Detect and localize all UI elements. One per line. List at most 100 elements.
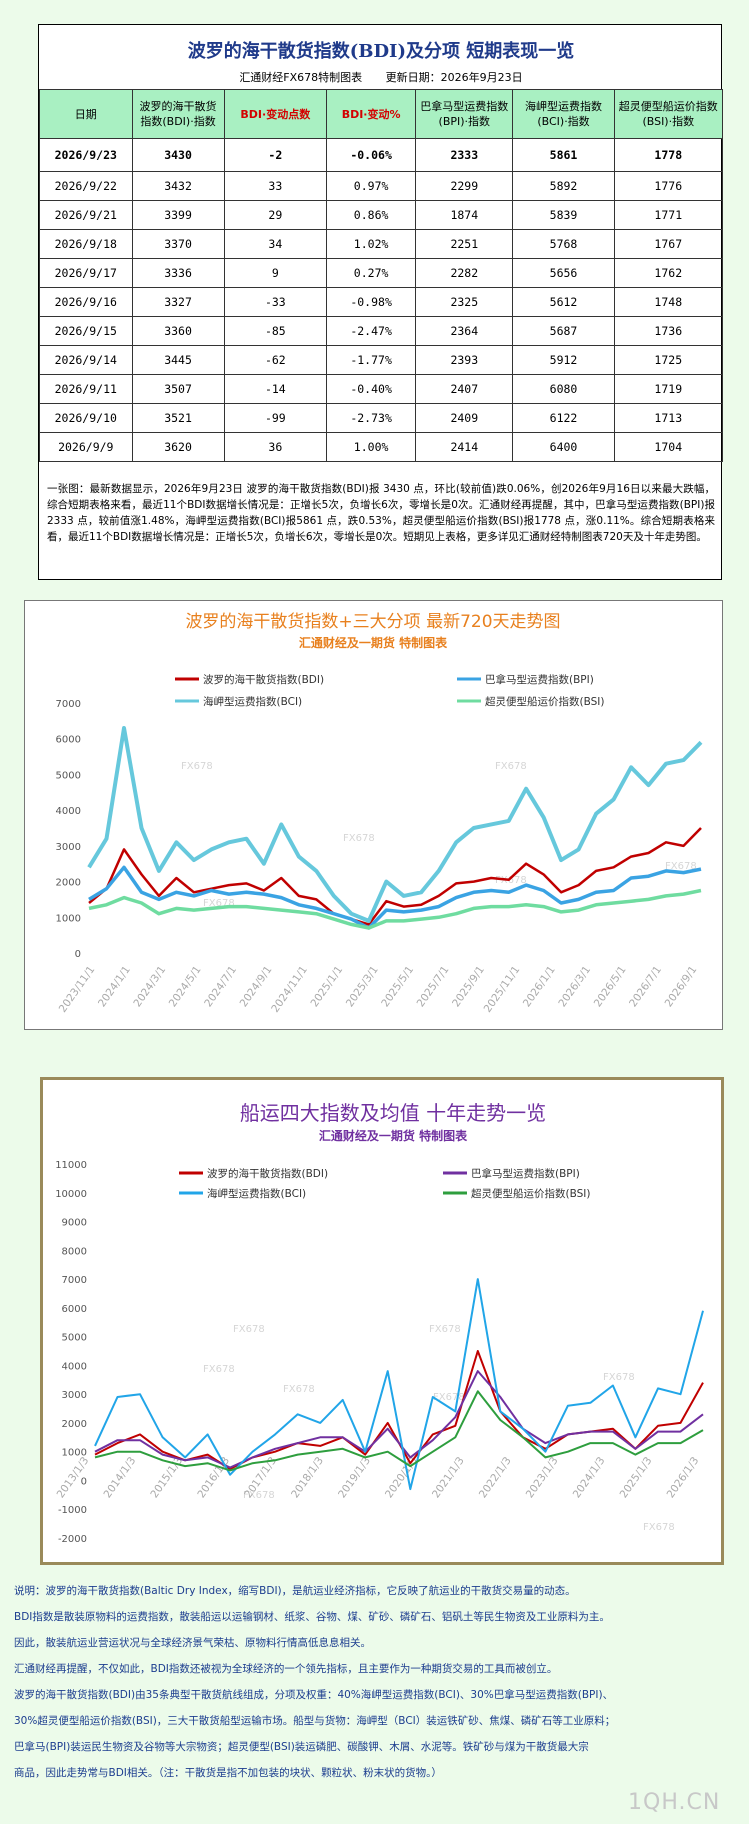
chart-720-day-panel: 波罗的海干散货指数+三大分项 最新720天走势图汇通财经及一期货 特制图表 FX6… bbox=[24, 600, 723, 1030]
x-tick-label: 2026/5/1 bbox=[592, 964, 629, 1010]
y-tick-label: 10000 bbox=[55, 1189, 87, 1200]
chart-title: 波罗的海干散货指数+三大分项 最新720天走势图 bbox=[185, 612, 560, 632]
table-summary-note: 一张图：最新数据显示，2026年9月23日 波罗的海干散货指数(BDI)报 34… bbox=[47, 483, 715, 543]
cell-date: 2026/9/14 bbox=[39, 345, 133, 375]
y-tick-label: 5000 bbox=[56, 770, 81, 781]
chart-subtitle: 汇通财经及一期货 特制图表 bbox=[319, 1128, 468, 1143]
table-row: 2026/9/18 3370 34 1.02% 2251 5768 1767 bbox=[39, 229, 724, 259]
cell-bdi-change: -85 bbox=[223, 316, 328, 346]
explanation-notes: 说明：波罗的海干散货指数(Baltic Dry Index，缩写BDI)，是航运… bbox=[14, 1578, 714, 1786]
cell-bdi: 3360 bbox=[131, 316, 225, 346]
table-row: 2026/9/23 3430 -2 -0.06% 2333 5861 1778 bbox=[39, 138, 724, 172]
x-tick-label: 2024/1/3 bbox=[571, 1455, 608, 1501]
y-tick-label: 7000 bbox=[56, 699, 81, 710]
x-tick-label: 2023/11/1 bbox=[57, 964, 98, 1015]
legend-label: 超灵便型船运价指数(BSI) bbox=[471, 1187, 590, 1200]
header-bdi-change: BDI·变动点数 bbox=[223, 89, 328, 139]
table-row: 2026/9/15 3360 -85 -2.47% 2364 5687 1736 bbox=[39, 316, 724, 346]
watermark-label: FX678 bbox=[181, 761, 213, 772]
cell-bsi: 1725 bbox=[613, 345, 724, 375]
cell-date: 2026/9/21 bbox=[39, 200, 133, 230]
note-line: 巴拿马(BPI)装运民生物资及谷物等大宗物资；超灵便型(BSI)装运磷肥、碳酸钾… bbox=[14, 1741, 589, 1753]
cell-bsi: 1776 bbox=[613, 171, 724, 201]
x-tick-label: 2021/1/3 bbox=[430, 1455, 467, 1501]
y-tick-label: 1000 bbox=[56, 913, 81, 924]
y-tick-label: 11000 bbox=[55, 1160, 87, 1171]
header-bdi-change-pct: BDI·变动% bbox=[326, 89, 417, 139]
cell-bdi-change: -2 bbox=[223, 138, 328, 172]
watermark-label: FX678 bbox=[603, 1372, 635, 1383]
series-line bbox=[94, 1278, 704, 1491]
watermark-label: FX678 bbox=[233, 1324, 265, 1335]
cell-bsi: 1748 bbox=[613, 287, 724, 317]
cell-bdi: 3336 bbox=[131, 258, 225, 288]
cell-bdi-change: -14 bbox=[223, 374, 328, 404]
x-tick-label: 2025/9/1 bbox=[450, 964, 487, 1010]
cell-bdi-change: 33 bbox=[223, 171, 328, 201]
cell-bsi: 1704 bbox=[613, 432, 724, 462]
y-tick-label: 0 bbox=[81, 1476, 87, 1487]
cell-bci: 6400 bbox=[512, 432, 615, 462]
legend-label: 海岬型运费指数(BCI) bbox=[203, 695, 302, 708]
x-tick-label: 2023/1/3 bbox=[524, 1455, 561, 1501]
cell-bdi-change-pct: -0.98% bbox=[326, 287, 417, 317]
x-tick-label: 2024/3/1 bbox=[131, 964, 168, 1010]
cell-bci: 5687 bbox=[512, 316, 615, 346]
cell-bdi-change-pct: 1.02% bbox=[326, 229, 417, 259]
table-row: 2026/9/9 3620 36 1.00% 2414 6400 1704 bbox=[39, 432, 724, 462]
y-tick-label: 4000 bbox=[62, 1361, 87, 1372]
note-line: 商品，因此走势常与BDI相关。（注：干散货是指不加包装的块状、颗粒状、粉末状的货… bbox=[14, 1767, 442, 1779]
cell-bsi: 1778 bbox=[613, 138, 724, 172]
y-tick-label: 2000 bbox=[62, 1419, 87, 1430]
cell-bdi-change-pct: -1.77% bbox=[326, 345, 417, 375]
chart-subtitle: 汇通财经及一期货 特制图表 bbox=[299, 635, 448, 650]
cell-bdi-change-pct: 1.00% bbox=[326, 432, 417, 462]
y-tick-label: -2000 bbox=[58, 1534, 87, 1545]
x-tick-label: 2024/9/1 bbox=[238, 964, 275, 1010]
cell-bdi: 3445 bbox=[131, 345, 225, 375]
cell-bci: 5839 bbox=[512, 200, 615, 230]
y-tick-label: 3000 bbox=[56, 842, 81, 853]
x-tick-label: 2025/5/1 bbox=[379, 964, 416, 1010]
cell-bpi: 2414 bbox=[415, 432, 514, 462]
x-tick-label: 2020/1/3 bbox=[383, 1455, 420, 1501]
cell-date: 2026/9/23 bbox=[39, 138, 133, 172]
watermark-label: FX678 bbox=[283, 1384, 315, 1395]
y-tick-label: 7000 bbox=[62, 1275, 87, 1286]
legend-label: 超灵便型船运价指数(BSI) bbox=[485, 695, 604, 708]
x-tick-label: 2025/1/1 bbox=[308, 964, 345, 1010]
series-line bbox=[88, 827, 702, 926]
table-row: 2026/9/10 3521 -99 -2.73% 2409 6122 1713 bbox=[39, 403, 724, 433]
cell-bdi-change: 36 bbox=[223, 432, 328, 462]
note-line: 汇通财经再提醒，不仅如此，BDI指数还被视为全球经济的一个领先指标，且主要作为一… bbox=[14, 1663, 558, 1675]
table-row: 2026/9/16 3327 -33 -0.98% 2325 5612 1748 bbox=[39, 287, 724, 317]
cell-bsi: 1713 bbox=[613, 403, 724, 433]
y-tick-label: 4000 bbox=[56, 806, 81, 817]
table-title: 波罗的海干散货指数(BDI)及分项 短期表现一览 bbox=[187, 41, 575, 62]
cell-bci: 5912 bbox=[512, 345, 615, 375]
cell-bdi: 3521 bbox=[131, 403, 225, 433]
note-line: 波罗的海干散货指数(BDI)由35条典型干散货航线组成，分项及权重：40%海岬型… bbox=[14, 1689, 614, 1701]
cell-bci: 5892 bbox=[512, 171, 615, 201]
cell-bdi: 3620 bbox=[131, 432, 225, 462]
cell-bdi: 3432 bbox=[131, 171, 225, 201]
x-tick-label: 2026/9/1 bbox=[663, 964, 700, 1010]
note-line: 30%超灵便型船运价指数(BSI)，三大干散货船型运输市场。船型与货物：海岬型（… bbox=[14, 1715, 616, 1727]
cell-bpi: 2325 bbox=[415, 287, 514, 317]
cell-bdi-change: -62 bbox=[223, 345, 328, 375]
cell-bdi: 3399 bbox=[131, 200, 225, 230]
watermark-label: FX678 bbox=[429, 1324, 461, 1335]
cell-bci: 5861 bbox=[512, 138, 615, 172]
cell-bdi-change-pct: 0.27% bbox=[326, 258, 417, 288]
table-row: 2026/9/14 3445 -62 -1.77% 2393 5912 1725 bbox=[39, 345, 724, 375]
table-row: 2026/9/11 3507 -14 -0.40% 2407 6080 1719 bbox=[39, 374, 724, 404]
brand-watermark: 1QH.CN bbox=[628, 1790, 721, 1815]
note-line: 说明：波罗的海干散货指数(Baltic Dry Index，缩写BDI)，是航运… bbox=[14, 1585, 576, 1597]
bdi-table: 日期 波罗的海干散货指数(BDI)·指数 BDI·变动点数 BDI·变动% 巴拿… bbox=[39, 89, 724, 462]
x-tick-label: 2026/3/1 bbox=[556, 964, 593, 1010]
x-tick-label: 2019/1/3 bbox=[336, 1455, 373, 1501]
cell-date: 2026/9/22 bbox=[39, 171, 133, 201]
cell-bdi-change-pct: -2.73% bbox=[326, 403, 417, 433]
